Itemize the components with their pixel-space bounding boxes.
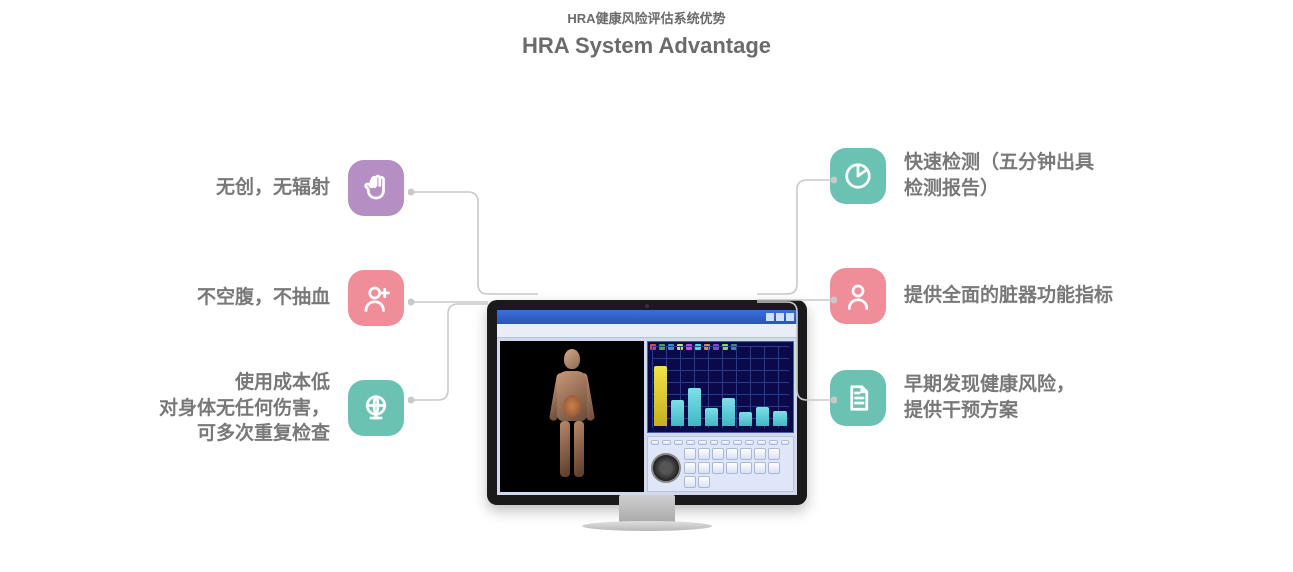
feature-label: 不空腹，不抽血 (130, 285, 330, 311)
monitor-illustration (487, 300, 807, 505)
feature-right-1: 提供全面的脏器功能指标 (830, 268, 1184, 324)
bar-chart-pane (647, 341, 794, 433)
subtitle: HRA健康风险评估系统优势 (0, 8, 1293, 27)
diagram-stage: 无创，无辐射不空腹，不抽血使用成本低 对身体无任何伤害， 可多次重复检查 快速检测… (0, 90, 1293, 572)
user-plus-icon (348, 270, 404, 326)
feature-label: 无创，无辐射 (130, 175, 330, 201)
user-icon (830, 268, 886, 324)
globe-icon (348, 380, 404, 436)
feature-right-2: 早期发现健康风险， 提供干预方案 (830, 370, 1164, 426)
pie-icon (830, 148, 886, 204)
hand-icon (348, 160, 404, 216)
connector-left-2 (408, 300, 488, 406)
feature-left-0: 无创，无辐射 (130, 160, 404, 216)
control-panel (647, 436, 794, 492)
connector-left-0 (408, 188, 538, 298)
feature-label: 使用成本低 对身体无任何伤害， 可多次重复检查 (70, 370, 330, 447)
feature-left-1: 不空腹，不抽血 (130, 270, 404, 326)
feature-label: 快速检测（五分钟出具 检测报告） (904, 150, 1164, 201)
feature-right-0: 快速检测（五分钟出具 检测报告） (830, 148, 1164, 204)
document-icon (830, 370, 886, 426)
main-title: HRA System Advantage (0, 33, 1293, 59)
feature-left-2: 使用成本低 对身体无任何伤害， 可多次重复检查 (70, 370, 404, 447)
connector-left-1 (408, 298, 488, 306)
body-scan-pane (500, 341, 644, 492)
feature-label: 提供全面的脏器功能指标 (904, 283, 1184, 309)
connector-right-0 (757, 176, 837, 298)
feature-label: 早期发现健康风险， 提供干预方案 (904, 372, 1164, 423)
